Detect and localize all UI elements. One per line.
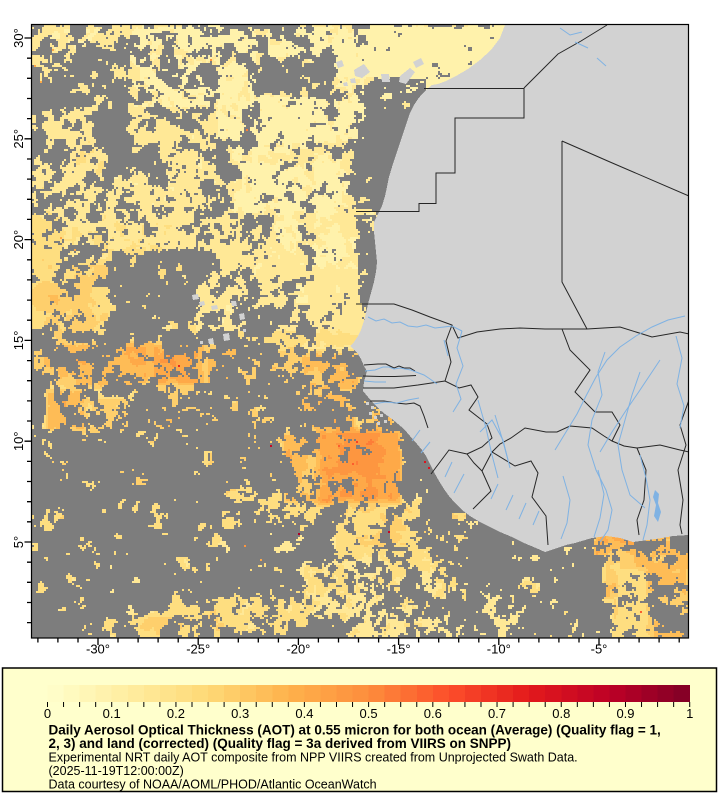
svg-text:-30°: -30° (86, 642, 110, 657)
svg-text:1: 1 (686, 706, 693, 721)
svg-text:Data courtesy of NOAA/AOML/PHO: Data courtesy of NOAA/AOML/PHOD/Atlantic… (49, 778, 377, 792)
svg-text:0.6: 0.6 (424, 706, 442, 721)
svg-text:0.7: 0.7 (488, 706, 506, 721)
svg-text:30°: 30° (11, 28, 26, 48)
svg-text:10°: 10° (11, 431, 26, 451)
svg-text:15°: 15° (11, 331, 26, 351)
svg-text:0: 0 (44, 706, 51, 721)
svg-text:0.8: 0.8 (552, 706, 570, 721)
svg-text:2, 3) and land (corrected) (Qu: 2, 3) and land (corrected) (Quality flag… (49, 736, 511, 751)
svg-text:-20°: -20° (286, 642, 310, 657)
svg-text:(2025-11-19T12:00:00Z): (2025-11-19T12:00:00Z) (49, 764, 184, 778)
svg-text:0.1: 0.1 (103, 706, 121, 721)
svg-text:-25°: -25° (186, 642, 210, 657)
svg-text:-5°: -5° (591, 642, 608, 657)
svg-text:Daily Aerosol Optical Thicknes: Daily Aerosol Optical Thickness (AOT) at… (49, 723, 661, 738)
svg-text:0.9: 0.9 (616, 706, 634, 721)
svg-text:0.2: 0.2 (167, 706, 185, 721)
svg-text:0.4: 0.4 (295, 706, 313, 721)
svg-text:0.3: 0.3 (231, 706, 249, 721)
svg-text:-10°: -10° (487, 642, 511, 657)
svg-text:20°: 20° (11, 230, 26, 250)
svg-text:-15°: -15° (387, 642, 411, 657)
svg-text:5°: 5° (11, 536, 26, 548)
svg-text:25°: 25° (11, 129, 26, 149)
svg-text:0.5: 0.5 (360, 706, 378, 721)
svg-text:Experimental NRT daily AOT com: Experimental NRT daily AOT composite fro… (49, 751, 578, 765)
